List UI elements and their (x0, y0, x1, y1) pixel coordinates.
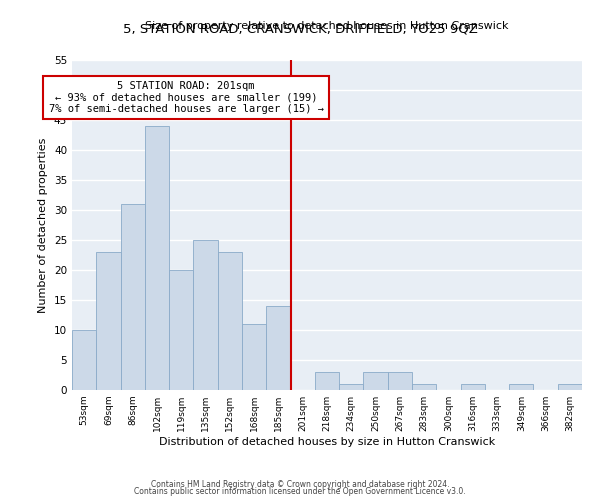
Bar (461, 384, 485, 390)
Bar (121, 204, 145, 390)
Text: 5 STATION ROAD: 201sqm
← 93% of detached houses are smaller (199)
7% of semi-det: 5 STATION ROAD: 201sqm ← 93% of detached… (49, 81, 323, 114)
Bar (145, 126, 169, 390)
Bar (388, 372, 412, 390)
Bar (339, 384, 364, 390)
Text: 5, STATION ROAD, CRANSWICK, DRIFFIELD, YO25 9QZ: 5, STATION ROAD, CRANSWICK, DRIFFIELD, Y… (122, 22, 478, 36)
Bar (364, 372, 388, 390)
Bar (218, 252, 242, 390)
Bar (509, 384, 533, 390)
Bar (266, 306, 290, 390)
Bar (72, 330, 96, 390)
Bar (242, 324, 266, 390)
Bar (169, 270, 193, 390)
Text: Contains HM Land Registry data © Crown copyright and database right 2024.: Contains HM Land Registry data © Crown c… (151, 480, 449, 489)
Bar (558, 384, 582, 390)
Bar (412, 384, 436, 390)
Bar (193, 240, 218, 390)
Title: Size of property relative to detached houses in Hutton Cranswick: Size of property relative to detached ho… (145, 22, 509, 32)
Bar (96, 252, 121, 390)
Y-axis label: Number of detached properties: Number of detached properties (38, 138, 49, 312)
X-axis label: Distribution of detached houses by size in Hutton Cranswick: Distribution of detached houses by size … (159, 437, 495, 447)
Text: Contains public sector information licensed under the Open Government Licence v3: Contains public sector information licen… (134, 488, 466, 496)
Bar (315, 372, 339, 390)
